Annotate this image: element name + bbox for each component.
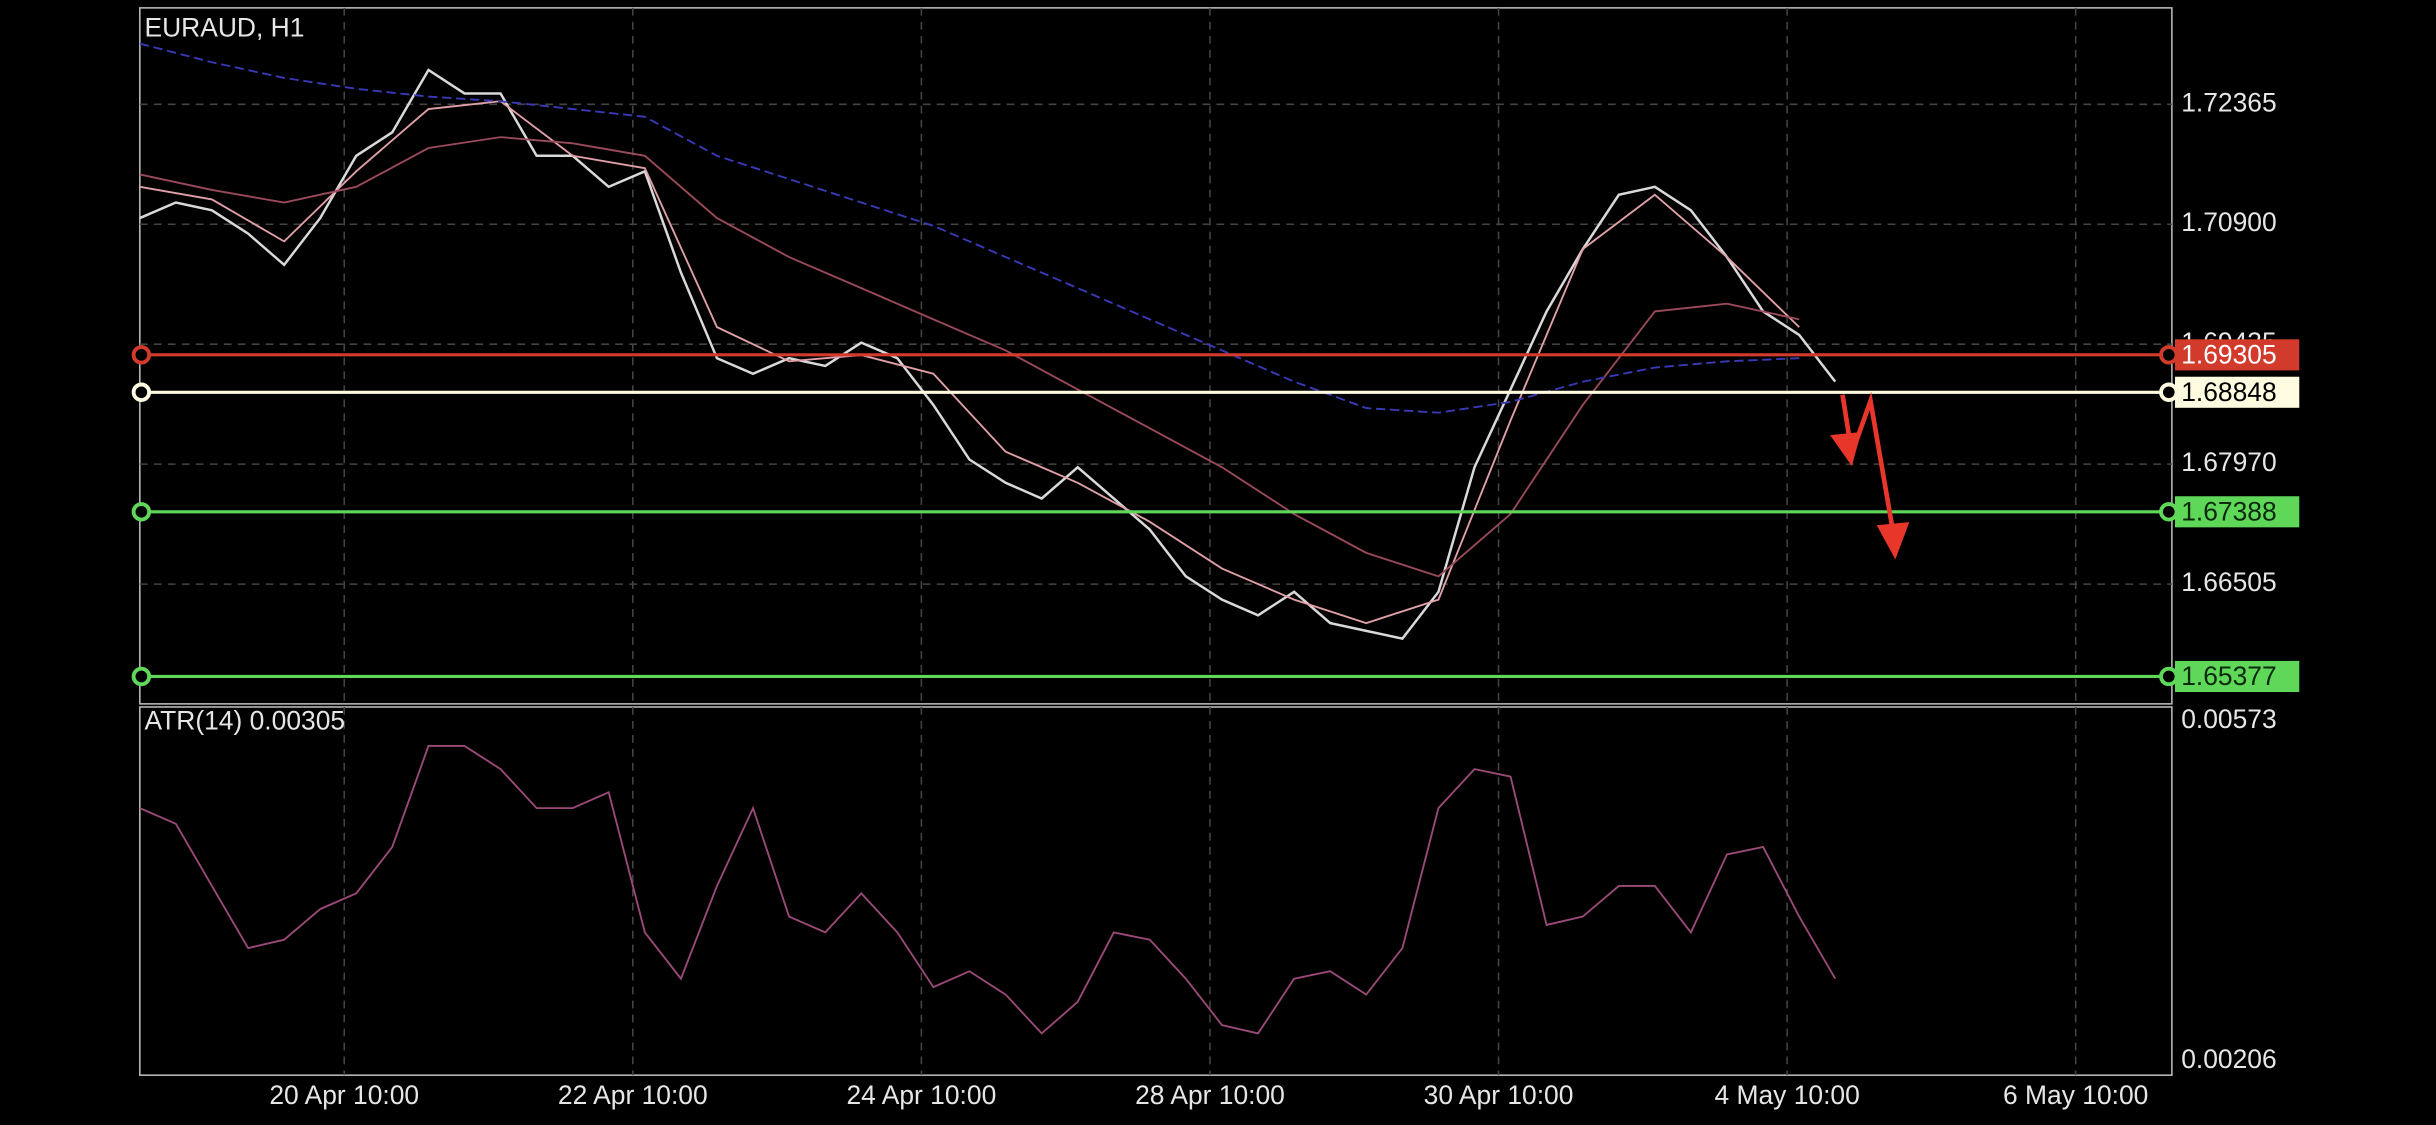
y-tick-label: 1.72365 xyxy=(2181,87,2276,117)
indicator-title: ATR(14) 0.00305 xyxy=(144,705,345,735)
level-label: 1.69305 xyxy=(2181,339,2276,369)
y-tick-label: 0.00206 xyxy=(2181,1044,2276,1074)
y-tick-label: 1.67970 xyxy=(2181,447,2276,477)
x-tick-label: 24 Apr 10:00 xyxy=(847,1080,997,1110)
forecast-arrow xyxy=(1830,391,1910,560)
x-tick-label: 22 Apr 10:00 xyxy=(558,1080,708,1110)
level-handle xyxy=(2159,345,2179,365)
y-tick-label: 0.00573 xyxy=(2181,704,2276,734)
arrow-path xyxy=(1840,391,1897,537)
level-handle xyxy=(131,502,152,522)
arrow-head xyxy=(1830,432,1862,467)
series-line xyxy=(139,68,1837,641)
x-tick-label: 30 Apr 10:00 xyxy=(1424,1080,1574,1110)
y-tick-label: 1.70900 xyxy=(2181,207,2276,237)
chart-title: EURAUD, H1 xyxy=(144,13,304,43)
level-label: 1.67388 xyxy=(2181,496,2276,526)
marks: 20 Apr 10:00 22 Apr 10:00 24 Apr 10:00 28 A… xyxy=(131,7,2300,1110)
level-tag xyxy=(2175,660,2300,692)
level-tag xyxy=(2175,376,2300,408)
y-tick-label: 1.66505 xyxy=(2181,567,2276,597)
level-handle xyxy=(2159,382,2179,402)
series-line xyxy=(139,42,1800,414)
level-handle xyxy=(131,382,152,402)
series-line xyxy=(139,745,1837,1035)
level-tag xyxy=(2175,339,2300,371)
arrow-head xyxy=(1876,522,1910,560)
level-handle xyxy=(131,666,152,687)
level-label: 1.65377 xyxy=(2181,661,2276,691)
x-tick-label: 20 Apr 10:00 xyxy=(269,1080,419,1110)
level-handle xyxy=(2159,666,2179,687)
level-handle xyxy=(131,345,152,365)
x-tick-label: 4 May 10:00 xyxy=(1714,1080,1859,1110)
x-tick-label: 6 May 10:00 xyxy=(2003,1080,2148,1110)
atr-panel xyxy=(139,706,2173,1076)
series-line xyxy=(139,136,1800,578)
level-handle xyxy=(2159,502,2179,522)
level-tag xyxy=(2175,496,2300,528)
x-tick-label: 28 Apr 10:00 xyxy=(1135,1080,1285,1110)
level-label: 1.68848 xyxy=(2181,377,2276,407)
